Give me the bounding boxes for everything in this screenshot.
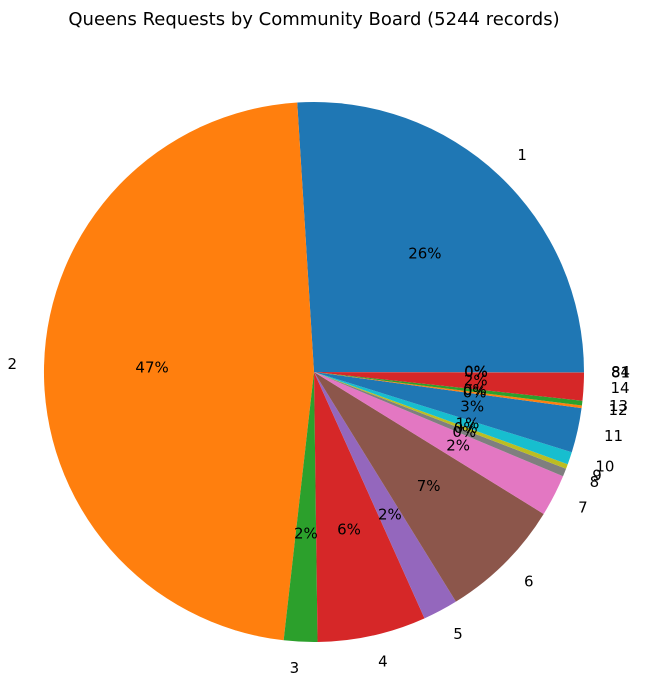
category-label-4: 4 <box>378 653 388 671</box>
category-label-3: 3 <box>290 659 300 677</box>
category-label-5: 5 <box>453 625 463 643</box>
percent-label-3: 2% <box>294 524 318 542</box>
percent-label-84: 0% <box>464 363 488 381</box>
chart-title: Queens Requests by Community Board (5244… <box>68 9 559 30</box>
percent-label-1: 26% <box>408 244 441 262</box>
pie-slices <box>44 102 584 642</box>
category-label-11: 11 <box>604 427 623 445</box>
percent-label-4: 6% <box>337 521 361 539</box>
category-label-1: 1 <box>517 146 527 164</box>
category-label-7: 7 <box>578 498 588 516</box>
pie-slice-2 <box>44 103 314 641</box>
percent-label-6: 7% <box>417 477 441 495</box>
percent-label-10: 1% <box>456 414 480 432</box>
category-label-2: 2 <box>8 355 18 373</box>
category-label-84: 84 <box>611 363 630 381</box>
percent-label-2: 47% <box>135 358 168 376</box>
category-label-14: 14 <box>611 379 630 397</box>
category-label-6: 6 <box>524 573 534 591</box>
percent-label-5: 2% <box>378 506 402 524</box>
category-label-10: 10 <box>595 457 614 475</box>
category-label-13: 13 <box>609 397 628 415</box>
pie-slice-1 <box>297 102 584 372</box>
